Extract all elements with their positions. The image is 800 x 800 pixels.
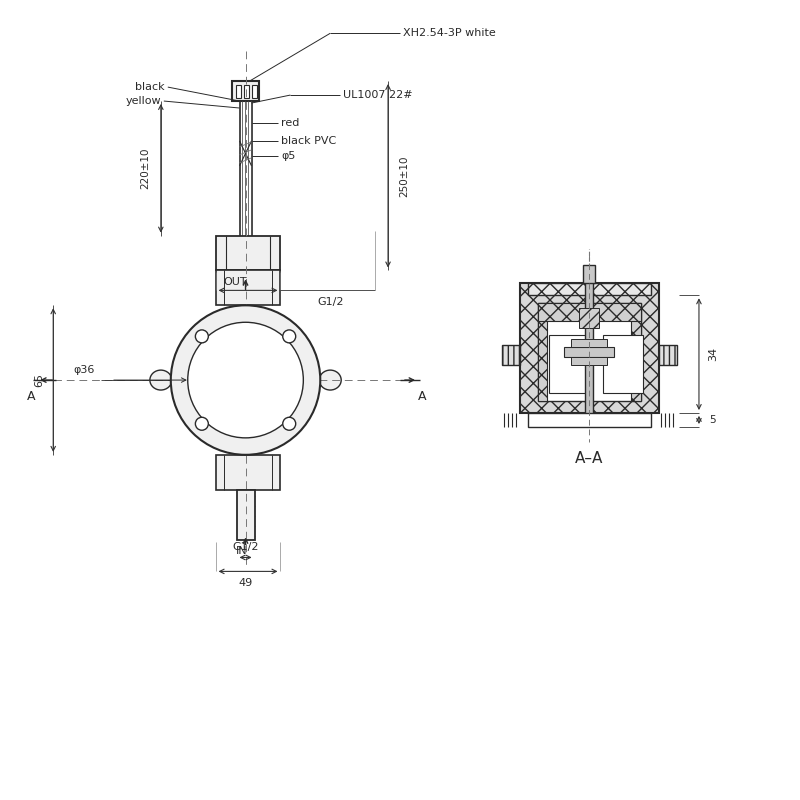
Text: yellow: yellow (126, 96, 161, 106)
Bar (216, 270, 281, 306)
Bar (659, 345, 677, 365)
Text: A–A: A–A (575, 451, 603, 466)
Text: black: black (135, 82, 165, 92)
Bar (603, 335, 643, 393)
Text: red: red (282, 118, 300, 128)
Bar (251, 85, 257, 98)
Bar (538, 303, 641, 322)
Bar (519, 283, 659, 413)
Bar (235, 85, 241, 98)
Bar (565, 347, 614, 357)
Text: A: A (418, 390, 426, 402)
Text: A: A (27, 390, 35, 402)
Bar (579, 308, 599, 328)
Circle shape (282, 330, 296, 343)
Bar (243, 85, 249, 98)
Text: 65: 65 (34, 373, 44, 387)
Text: OUT: OUT (224, 278, 247, 287)
Text: 34: 34 (708, 347, 718, 362)
Bar (631, 303, 641, 401)
Text: 250±10: 250±10 (399, 155, 409, 197)
Text: XH2.54-3P white: XH2.54-3P white (403, 28, 496, 38)
Bar (502, 345, 519, 365)
Bar (571, 339, 607, 347)
Text: UL1007 22#: UL1007 22# (343, 90, 413, 100)
Text: G1/2: G1/2 (317, 298, 343, 307)
Text: φ5: φ5 (282, 151, 296, 161)
Bar (527, 283, 651, 295)
Bar (538, 303, 641, 401)
Text: φ36: φ36 (73, 365, 94, 375)
Text: 220±10: 220±10 (140, 147, 150, 189)
Circle shape (195, 418, 208, 430)
Bar (237, 490, 254, 539)
Text: 5: 5 (710, 415, 716, 425)
Ellipse shape (150, 370, 172, 390)
Bar (586, 274, 594, 423)
Text: IN: IN (235, 546, 247, 557)
Circle shape (188, 322, 303, 438)
Bar (231, 81, 259, 101)
Bar (583, 266, 595, 283)
Bar (216, 235, 281, 270)
Bar (538, 303, 547, 401)
Ellipse shape (319, 370, 342, 390)
Bar (571, 357, 607, 365)
Circle shape (282, 418, 296, 430)
Text: black PVC: black PVC (282, 136, 337, 146)
Circle shape (170, 306, 320, 455)
Text: 49: 49 (238, 578, 253, 588)
Bar (527, 413, 651, 427)
Bar (550, 335, 590, 393)
Bar (216, 455, 281, 490)
Circle shape (195, 330, 208, 343)
Text: G1/2: G1/2 (232, 542, 258, 553)
